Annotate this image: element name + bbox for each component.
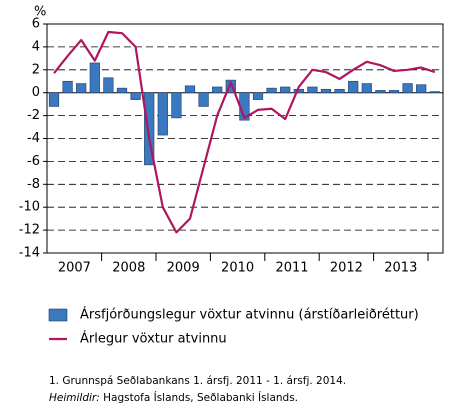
source-text: Hagstofa Íslands, Seðlabanki Íslands. bbox=[100, 391, 298, 404]
bar bbox=[144, 92, 155, 166]
bar bbox=[252, 92, 264, 100]
bar bbox=[280, 86, 291, 93]
y-tick-label: 2 bbox=[32, 62, 40, 77]
bar bbox=[375, 90, 386, 94]
legend-label: Árlegur vöxtur atvinnu bbox=[80, 331, 227, 347]
bar bbox=[402, 83, 413, 94]
y-tick-label: -14 bbox=[19, 246, 40, 261]
bar bbox=[348, 80, 359, 93]
x-tick-label: 2007 bbox=[58, 261, 91, 276]
x-tick-label: 2013 bbox=[384, 261, 417, 276]
bar bbox=[307, 86, 318, 93]
bar bbox=[89, 62, 100, 94]
bar bbox=[198, 92, 209, 107]
bar bbox=[212, 86, 223, 93]
plot-frame bbox=[46, 23, 444, 254]
y-tick-label: -6 bbox=[27, 154, 40, 169]
bar bbox=[157, 92, 168, 136]
y-tick-label: -4 bbox=[27, 131, 40, 146]
y-unit: % bbox=[34, 5, 46, 20]
y-tick-label: 4 bbox=[32, 39, 40, 54]
source: Heimildir: Hagstofa Íslands, Seðlabanki … bbox=[49, 391, 298, 404]
bar bbox=[171, 92, 182, 119]
y-tick-label: 6 bbox=[32, 17, 40, 32]
y-tick-label: -12 bbox=[19, 223, 40, 238]
bar bbox=[266, 87, 277, 94]
legend-swatch bbox=[48, 308, 68, 322]
x-tick-label: 2012 bbox=[330, 261, 363, 276]
legend-label: Ársfjórðungslegur vöxtur atvinnu (árstíð… bbox=[80, 307, 419, 323]
bar bbox=[416, 84, 427, 93]
source-label: Heimildir: bbox=[49, 392, 100, 404]
bar bbox=[388, 90, 400, 94]
bar bbox=[62, 80, 73, 93]
x-tick-label: 2011 bbox=[275, 261, 308, 276]
y-tick-label: 0 bbox=[32, 85, 40, 100]
x-tick-label: 2008 bbox=[112, 261, 145, 276]
x-tick-label: 2009 bbox=[167, 261, 200, 276]
bar bbox=[48, 92, 60, 107]
bar bbox=[116, 87, 128, 94]
bar bbox=[225, 79, 236, 94]
y-tick-label: -10 bbox=[19, 200, 40, 215]
y-tick-label: -2 bbox=[27, 108, 40, 123]
footnote: 1. Grunnspá Seðlabankans 1. ársfj. 2011 … bbox=[49, 375, 346, 387]
line bbox=[53, 30, 436, 234]
bar bbox=[334, 88, 345, 93]
y-tick-label: -8 bbox=[27, 177, 40, 192]
bar bbox=[130, 92, 141, 100]
bar bbox=[429, 91, 440, 94]
bar bbox=[361, 83, 372, 94]
bar bbox=[320, 88, 332, 93]
bar bbox=[184, 85, 196, 94]
x-tick-label: 2010 bbox=[221, 261, 254, 276]
bar bbox=[76, 83, 87, 94]
bar bbox=[103, 77, 114, 94]
